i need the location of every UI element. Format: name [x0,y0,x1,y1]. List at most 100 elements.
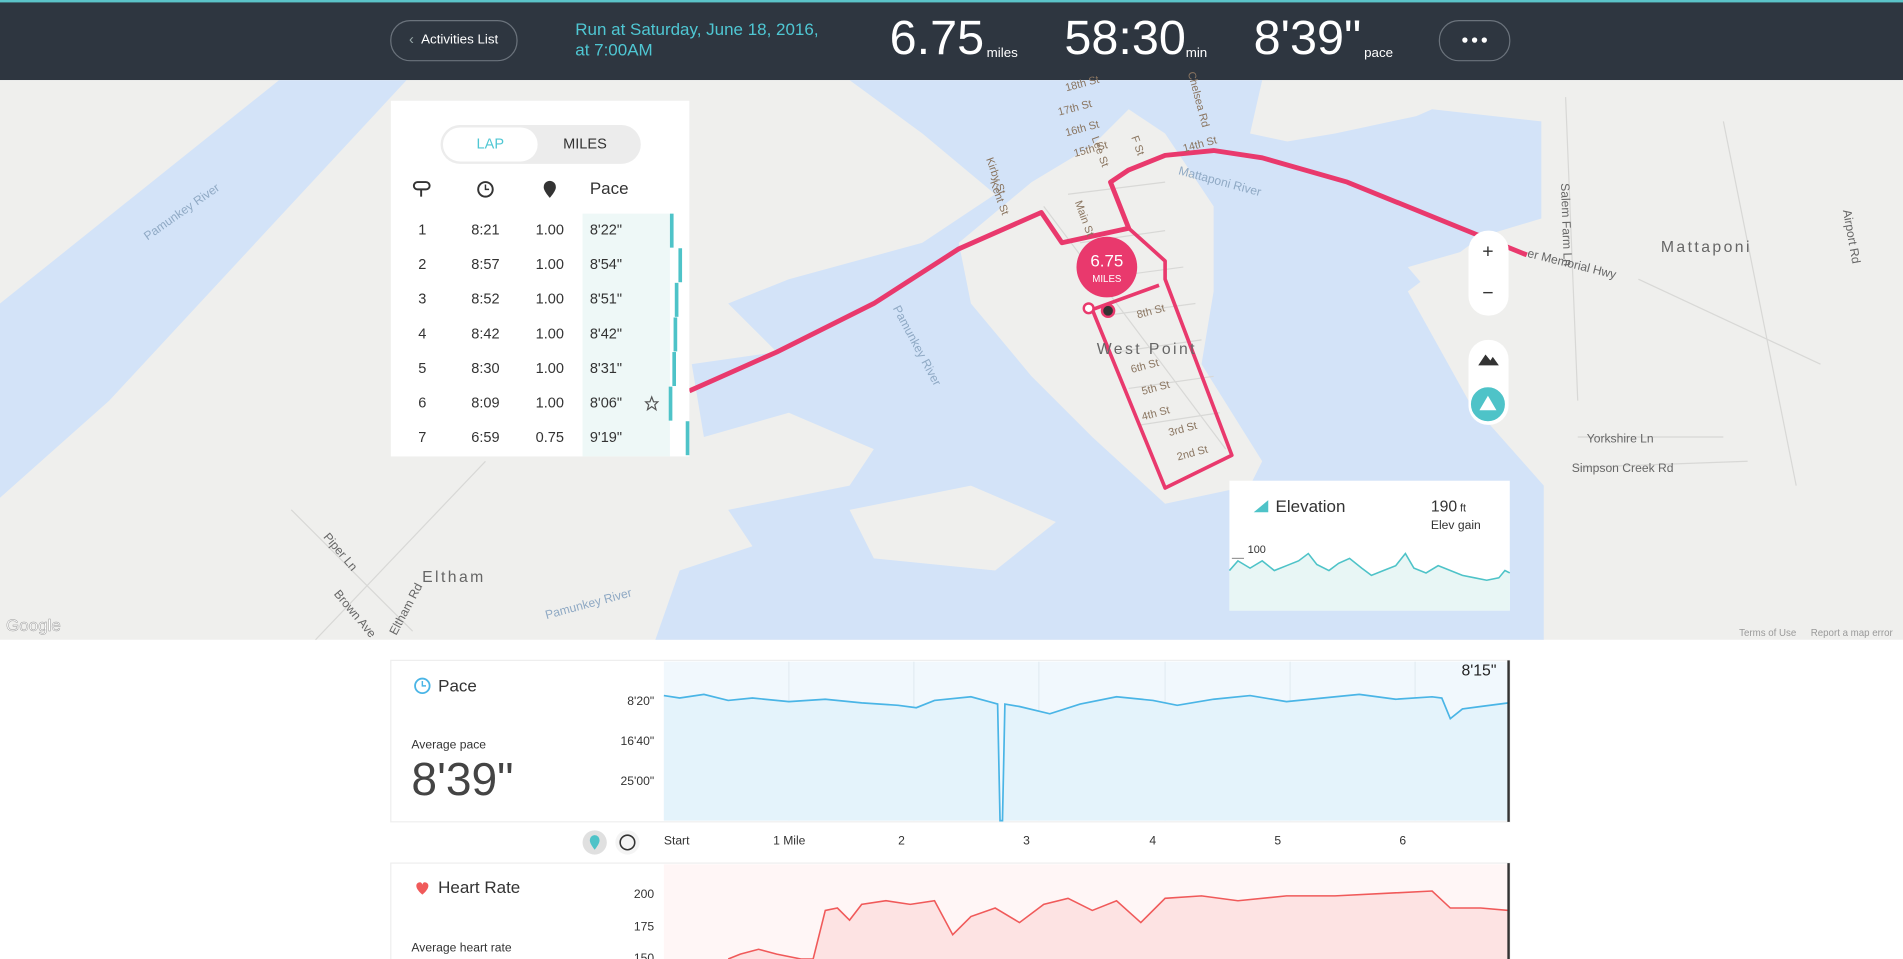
elevation-tick: 100 [1248,544,1266,556]
heart-rate-title: Heart Rate [438,878,520,897]
pace-y-tick: 8'20" [627,694,654,708]
lap-cell: 5 [418,361,426,377]
zoom-control[interactable]: + − [1468,230,1509,316]
elevation-gain-unit: ft [1460,503,1466,515]
pace-column-bg [582,213,670,457]
duration-value: 58:30 [1064,11,1185,65]
hr-line [727,890,1509,959]
lap-pace-bar [685,421,690,456]
lap-cell: 0.75 [536,430,564,446]
elevation-line [1228,552,1511,582]
lap-tab[interactable]: LAP [477,136,504,152]
route-view-glyph[interactable] [1479,395,1497,411]
pace-y-tick: 16'40" [621,734,655,748]
lap-cell: 8:30 [471,361,499,377]
x-tick-label: 4 [1149,833,1156,847]
lap-cell: 1 [418,222,426,238]
avg-pace-label: Average pace [411,738,486,752]
more-button[interactable] [1438,20,1511,62]
lap-pace: 9'19" [590,430,622,446]
streets [290,97,1821,641]
heart-rate-panel: Heart Rate Average heart rate 200 175 15… [390,862,1511,959]
elevation-gain: 190 [1431,499,1458,516]
zoom-in[interactable]: + [1482,241,1493,263]
time-axis-toggle[interactable] [615,830,640,855]
lap-cell: 2 [418,257,426,273]
back-label[interactable]: Activities List [421,32,498,47]
dot[interactable] [1481,37,1487,43]
lap-panel: LAP MILES Pace 1 8:21 1.00 8'22" 2 8:57 1.00 8'… [390,100,690,457]
pace-title: Pace [438,677,477,696]
lap-cell: 7 [418,430,426,446]
lap-cell: 1.00 [536,222,564,238]
x-tick-label: 2 [898,833,905,847]
time-icon [477,181,494,198]
terrain-toggle[interactable] [1468,339,1509,425]
heart-icon [416,882,429,895]
pace-header: Pace [590,179,629,198]
cursor-value: 8'15" [1462,662,1497,679]
pace-line [663,693,1509,822]
activity-title: Run at Saturday, June 18, 2016, [575,20,818,39]
time-icon [484,184,490,191]
marker-unit: MILES [1092,274,1122,285]
distance-marker[interactable] [1076,236,1138,298]
hr-y-tick: 150 [634,951,654,959]
miles-tab[interactable]: MILES [563,136,607,152]
lap-cell: 6:59 [471,430,499,446]
pace-icon [421,681,426,687]
lap-pace: 8'31" [590,361,622,377]
avg-hr-label: Average heart rate [411,940,511,954]
x-tick-label: 1 Mile [773,833,806,847]
axis-toggle[interactable] [582,830,640,855]
lap-pace-bar [674,282,679,317]
river-water [0,80,407,498]
activity-title: at 7:00AM [575,40,652,59]
dot[interactable] [1462,37,1468,43]
lap-pace: 8'51" [590,292,622,308]
time-axis-icon[interactable] [619,834,636,851]
dot[interactable] [1471,37,1478,43]
lap-cell: 8:42 [471,326,499,342]
back-button[interactable]: ‹ Activities List [390,20,518,62]
zoom-out[interactable]: − [1482,282,1493,304]
distance-icon [543,180,556,198]
best-lap-star [644,395,660,412]
map-label: Simpson Creek Rd [1572,461,1674,475]
x-tick-label: 5 [1274,833,1281,847]
lap-pace: 8'54" [590,257,622,273]
lap-cell: 1.00 [536,326,564,342]
map-label: Mattaponi [1661,239,1752,256]
back-button-frame[interactable] [390,20,518,62]
elevation-area [1229,553,1510,611]
map[interactable]: Pamunkey River Mattaponi River Mattaponi… [0,70,1903,641]
distance-axis-icon[interactable] [589,835,600,850]
lap-tab-active[interactable] [442,127,538,162]
more-frame[interactable] [1438,20,1511,62]
x-tick-label: 3 [1023,833,1030,847]
marsh [849,485,1056,571]
map-label: Eltham [422,569,486,586]
back-chevron[interactable]: ‹ [409,32,414,48]
zoom-frame[interactable] [1468,230,1509,316]
lap-pace-bar [678,248,683,283]
lap-pace-bar [668,386,673,421]
x-tick-label: Start [664,833,690,847]
lap-cell: 1.00 [536,395,564,411]
pace-panel: Pace Average pace 8'39" 8'20" 16'40" 25'… [390,659,1511,823]
lap-cell: 8:57 [471,257,499,273]
terrain-icon[interactable] [1478,354,1499,366]
lap-cell: 4 [418,326,426,342]
lap-cell: 1.00 [536,257,564,273]
lap-pace: 8'42" [590,326,622,342]
lap-pace: 8'22" [590,222,622,238]
hr-y-tick: 175 [634,920,654,934]
x-axis: Start 1 Mile 2 3 4 5 6 [664,833,1406,847]
distance-unit: miles [987,45,1018,60]
terms-link[interactable]: Terms of Use [1739,628,1796,639]
distance-value: 6.75 [890,11,984,65]
report-link[interactable]: Report a map error [1811,628,1894,639]
lap-pace-bar [669,213,674,248]
